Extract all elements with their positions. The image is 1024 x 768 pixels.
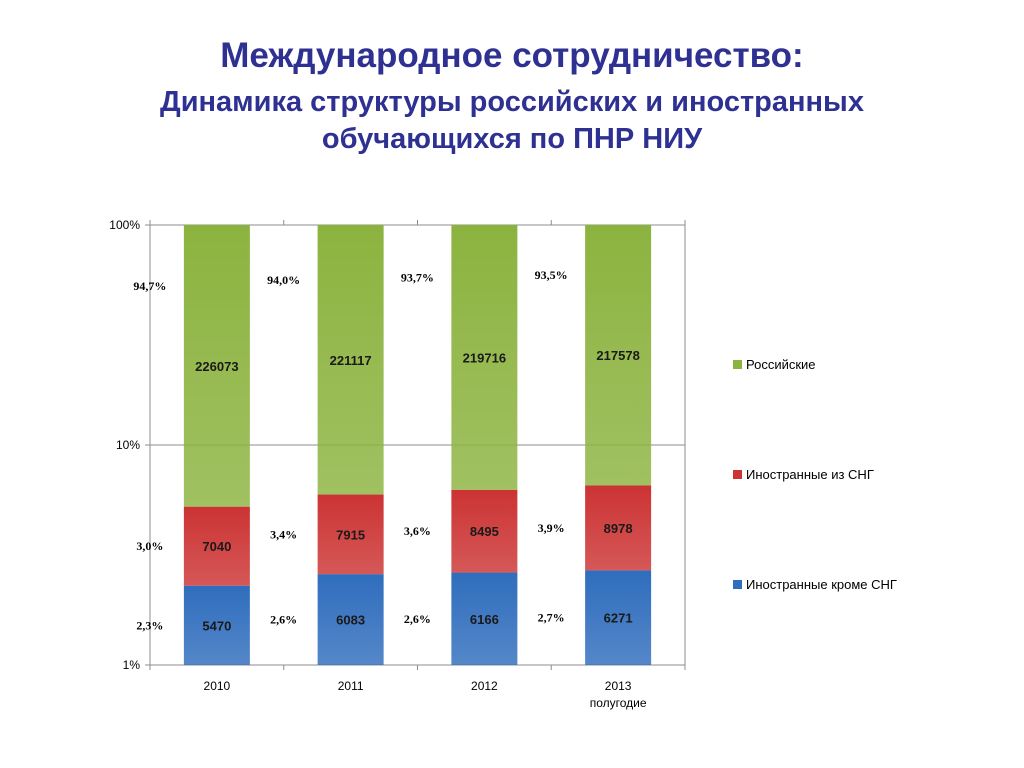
bar-segment-2-1 [317, 225, 384, 495]
bar-percent-label: 93,5% [535, 268, 568, 282]
bar-percent-label: 2,7% [538, 611, 565, 625]
bar-percent-label: 94,0% [267, 273, 300, 287]
bar-percent-label: 2,3% [136, 618, 163, 632]
bar-value-label: 219716 [463, 350, 506, 365]
bar-segment-0-3 [585, 570, 652, 665]
bar-value-label: 8495 [470, 524, 499, 539]
x-category-label: 2012 [471, 679, 498, 693]
x-category-label: 2011 [338, 679, 364, 693]
bars [183, 225, 652, 665]
bar-percent-label: 2,6% [270, 613, 297, 627]
bar-segment-1-3 [585, 485, 652, 571]
bar-value-label: 6271 [604, 611, 633, 626]
bar-value-label: 8978 [604, 521, 633, 536]
bar-percent-label: 3,9% [538, 521, 565, 535]
y-tick-label: 10% [116, 438, 140, 452]
bar-segment-1-2 [451, 489, 518, 573]
legend-label: Иностранные из СНГ [746, 467, 874, 482]
legend-swatch [733, 470, 742, 479]
bar-value-label: 7915 [336, 527, 365, 542]
bar-percent-label: 2,6% [404, 612, 431, 626]
bar-percent-label: 3,4% [270, 527, 297, 541]
bar-value-label: 221117 [330, 353, 372, 368]
legend: Российские Иностранные из СНГ Иностранные … [733, 357, 897, 592]
bar-value-label: 6166 [470, 612, 499, 627]
bar-segment-2-3 [585, 225, 652, 486]
legend-label: Иностранные кроме СНГ [746, 577, 897, 592]
bar-value-label: 5470 [202, 618, 231, 633]
bar-value-label: 217578 [596, 348, 639, 363]
x-category-label: 2013 [605, 679, 632, 693]
y-tick-label: 1% [123, 658, 141, 672]
slide-subtitle-line-2: обучающихся по ПНР НИУ [321, 123, 703, 155]
bar-percent-label: 3,6% [404, 524, 431, 538]
bar-value-label: 6083 [336, 613, 365, 628]
slide-title: Международное сотрудничество: [220, 36, 804, 75]
legend-swatch [733, 360, 742, 369]
x-category-label: полугодие [590, 696, 647, 710]
axes: 1% 10% 100% 2010 2011 2012 2013 полугодие [109, 218, 686, 710]
y-tick-label: 100% [109, 218, 140, 232]
bar-value-label: 226073 [195, 359, 238, 374]
bar-percent-label: 3,0% [136, 539, 163, 553]
bar-segment-1-0 [183, 506, 250, 586]
slide-subtitle-line-1: Динамика структуры российских и иностран… [160, 86, 864, 118]
bar-percent-label: 93,7% [401, 270, 434, 284]
bar-segment-0-2 [451, 572, 518, 665]
bar-segment-1-1 [317, 494, 384, 575]
legend-label: Российские [746, 357, 816, 372]
bar-percent-label: 94,7% [133, 279, 166, 293]
bar-segment-0-0 [183, 585, 250, 665]
bar-segment-2-2 [451, 225, 518, 490]
bar-segment-0-1 [317, 574, 384, 665]
bar-segment-2-0 [183, 225, 250, 507]
labels: 5470 2,3% 7040 3,0% 226073 94,7% 6083 2,6% 7915 3… [133, 268, 639, 633]
bar-value-label: 7040 [202, 539, 231, 554]
x-category-label: 2010 [204, 679, 231, 693]
legend-swatch [733, 580, 742, 589]
